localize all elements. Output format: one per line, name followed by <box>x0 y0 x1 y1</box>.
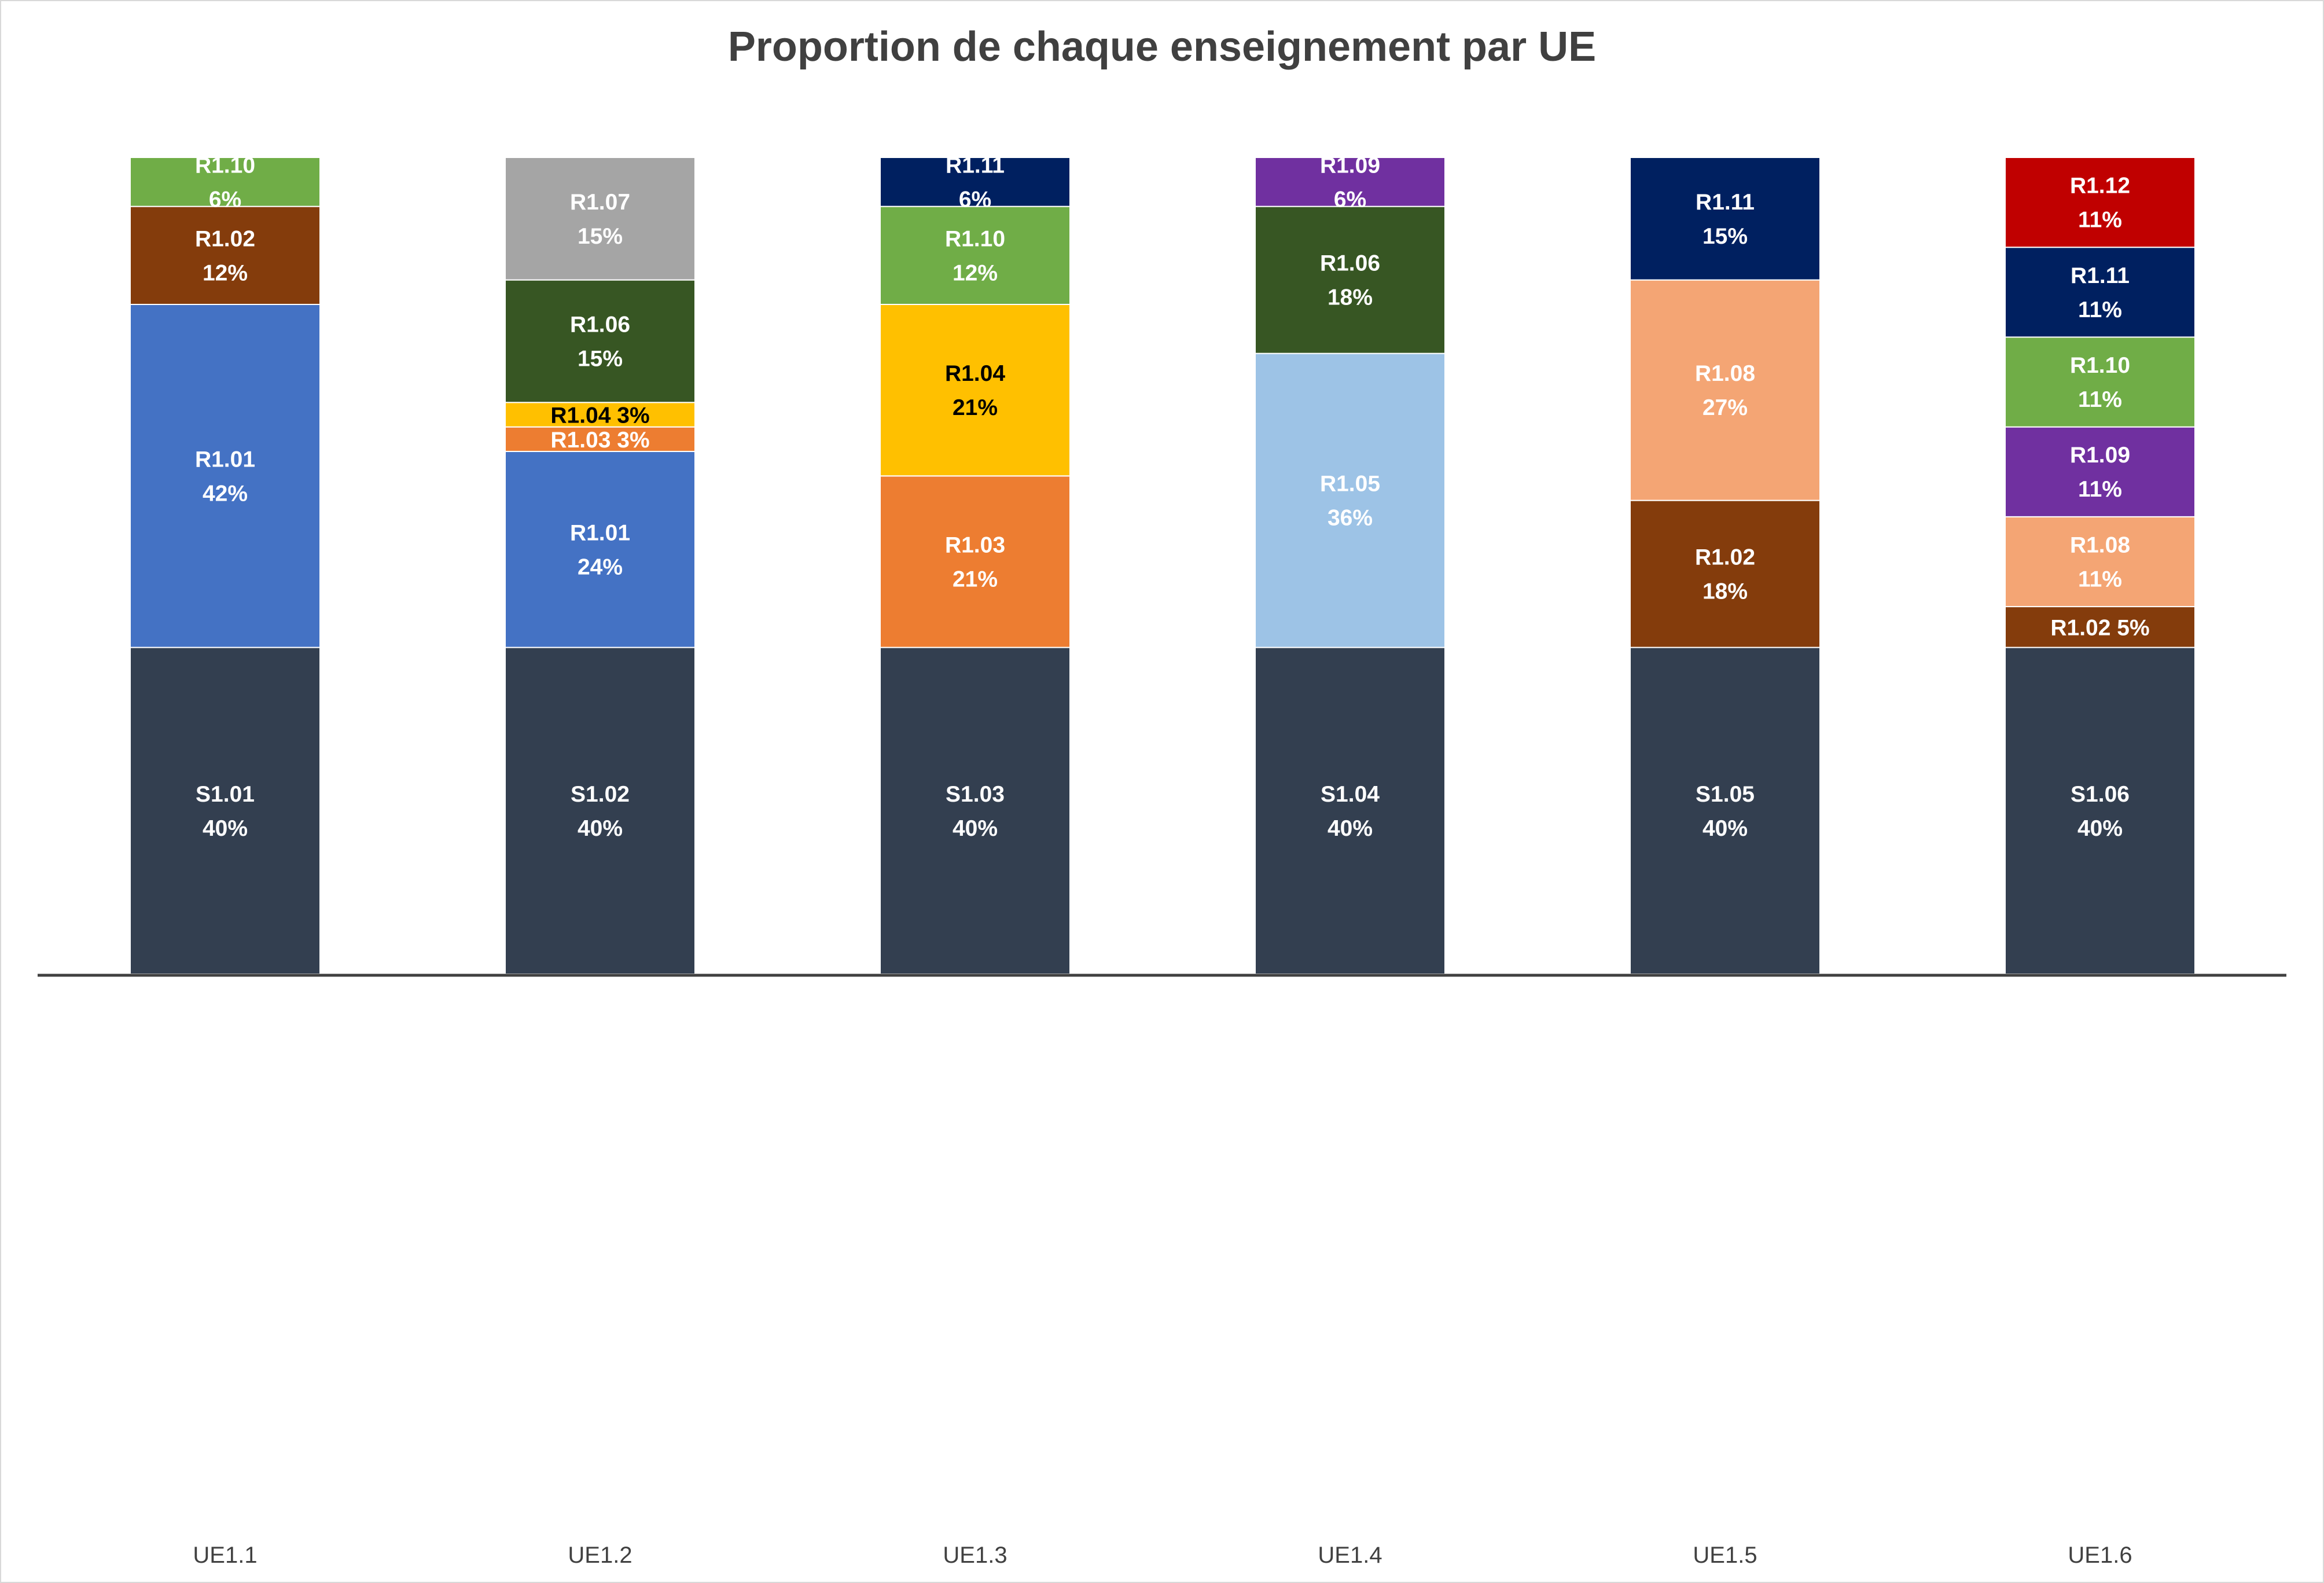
data-label-value-UE1.4-S1.04: 40% <box>1328 816 1373 841</box>
data-label-value-UE1.5-R1.08: 27% <box>1702 395 1748 420</box>
bar-segment-UE1.2-R1.01 <box>505 450 696 648</box>
data-label-value-UE1.1-S1.01: 40% <box>203 816 248 841</box>
x-tick-label-UE1.1: UE1.1 <box>193 1542 257 1568</box>
bar-segment-UE1.6-R1.12 <box>2005 157 2196 248</box>
bar-segment-UE1.2-R1.07 <box>505 157 696 281</box>
data-label-name-UE1.6-R1.10: R1.10 <box>2070 353 2130 378</box>
data-label-name-UE1.2-R1.07: R1.07 <box>570 190 630 215</box>
chart-title: Proportion de chaque enseignement par UE <box>727 24 1597 70</box>
data-label-value-UE1.6-R1.08: 11% <box>2078 567 2122 592</box>
data-label-name-UE1.3-R1.10: R1.10 <box>945 226 1005 251</box>
data-label-name-UE1.4-R1.06: R1.06 <box>1320 251 1380 276</box>
data-label-name-UE1.2-R1.01: R1.01 <box>570 520 630 545</box>
bar-segment-UE1.1-R1.01 <box>130 303 321 648</box>
bar-segment-UE1.2-S1.02 <box>505 647 696 975</box>
bar-segment-UE1.1-R1.10 <box>130 157 321 207</box>
data-label-value-UE1.1-R1.10: 6% <box>209 187 241 212</box>
data-label-value-UE1.3-R1.04: 21% <box>953 395 998 420</box>
bar-segment-UE1.5-R1.11 <box>1630 157 1821 281</box>
data-label-value-UE1.5-R1.02: 18% <box>1702 579 1748 604</box>
data-label-value-UE1.2-R1.06: 15% <box>578 346 623 371</box>
data-label-name-UE1.5-S1.05: S1.05 <box>1696 782 1755 807</box>
data-label-value-UE1.2-S1.02: 40% <box>578 816 623 841</box>
data-label-name-UE1.3-S1.03: S1.03 <box>946 782 1005 807</box>
data-label-value-UE1.6-R1.12: 11% <box>2078 208 2122 233</box>
bar-segment-UE1.6-R1.10 <box>2005 336 2196 428</box>
data-label-name-UE1.1-S1.01: S1.01 <box>196 782 255 807</box>
bar-segment-UE1.4-R1.09 <box>1255 157 1446 207</box>
bar-segment-UE1.3-R1.04 <box>880 303 1071 477</box>
data-label-name-UE1.5-R1.02: R1.02 <box>1695 545 1755 570</box>
data-label-value-UE1.3-R1.11: 6% <box>959 187 991 212</box>
data-label-name-UE1.2-S1.02: S1.02 <box>571 782 630 807</box>
data-label-name-UE1.4-R1.09: R1.09 <box>1320 153 1380 178</box>
data-label-name-UE1.6-R1.12: R1.12 <box>2070 174 2130 199</box>
bar-segment-UE1.3-S1.03 <box>880 647 1071 975</box>
data-label-value-UE1.5-R1.11: 15% <box>1702 224 1748 249</box>
data-label-name-UE1.1-R1.01: R1.01 <box>195 447 255 472</box>
bar-segment-UE1.4-S1.04 <box>1255 647 1446 975</box>
bar-segment-UE1.3-R1.03 <box>880 475 1071 648</box>
data-label-name-UE1.3-R1.04: R1.04 <box>945 361 1005 386</box>
data-label-name-UE1.4-R1.05: R1.05 <box>1320 472 1380 497</box>
x-tick-label-UE1.4: UE1.4 <box>1318 1542 1382 1568</box>
data-label-name-UE1.2-R1.06: R1.06 <box>570 312 630 337</box>
bar-segment-UE1.3-R1.10 <box>880 205 1071 305</box>
data-label-value-UE1.6-R1.10: 11% <box>2078 387 2122 412</box>
bar-segment-UE1.5-S1.05 <box>1630 647 1821 975</box>
x-tick-label-UE1.3: UE1.3 <box>943 1542 1007 1568</box>
bar-segment-UE1.5-R1.02 <box>1630 499 1821 648</box>
data-label-value-UE1.6-R1.09: 11% <box>2078 477 2122 502</box>
bar-segment-UE1.6-S1.06 <box>2005 647 2196 975</box>
data-label-name-UE1.1-R1.02: R1.02 <box>195 226 255 251</box>
data-label-value-UE1.4-R1.06: 18% <box>1328 285 1373 310</box>
data-label-name-UE1.3-R1.11: R1.11 <box>946 153 1005 178</box>
data-label-value-UE1.6-R1.11: 11% <box>2078 297 2122 322</box>
data-label-value-UE1.2-R1.01: 24% <box>578 554 623 579</box>
data-label-value-UE1.6-S1.06: 40% <box>2077 816 2123 841</box>
bar-segment-UE1.5-R1.08 <box>1630 279 1821 501</box>
data-label-value-UE1.5-S1.05: 40% <box>1702 816 1748 841</box>
data-label-UE1.6-R1.02: R1.02 5% <box>2050 615 2149 640</box>
bar-segment-UE1.6-R1.08 <box>2005 516 2196 608</box>
bar-segment-UE1.6-R1.11 <box>2005 247 2196 338</box>
data-label-name-UE1.6-R1.11: R1.11 <box>2071 263 2130 288</box>
bar-segment-UE1.2-R1.06 <box>505 279 696 403</box>
data-label-name-UE1.1-R1.10: R1.10 <box>195 153 255 178</box>
data-label-name-UE1.6-R1.09: R1.09 <box>2070 443 2130 468</box>
bar-segment-UE1.6-R1.09 <box>2005 426 2196 517</box>
data-label-name-UE1.6-S1.06: S1.06 <box>2071 782 2130 807</box>
bar-segment-UE1.1-R1.02 <box>130 205 321 305</box>
bar-segment-UE1.6-R1.02 <box>2005 606 2196 648</box>
x-tick-label-UE1.5: UE1.5 <box>1693 1542 1757 1568</box>
data-label-UE1.2-R1.04: R1.04 3% <box>550 403 649 428</box>
x-tick-label-UE1.6: UE1.6 <box>2068 1542 2132 1568</box>
data-label-value-UE1.3-R1.10: 12% <box>953 260 998 285</box>
data-label-value-UE1.1-R1.02: 12% <box>203 260 248 285</box>
bar-segment-UE1.4-R1.06 <box>1255 205 1446 354</box>
data-label-value-UE1.4-R1.05: 36% <box>1328 506 1373 531</box>
data-label-value-UE1.1-R1.01: 42% <box>203 481 248 506</box>
bar-segment-UE1.1-S1.01 <box>130 647 321 975</box>
data-label-value-UE1.2-R1.07: 15% <box>578 224 623 249</box>
data-label-name-UE1.5-R1.11: R1.11 <box>1696 190 1755 215</box>
data-label-value-UE1.3-R1.03: 21% <box>953 567 998 592</box>
data-label-value-UE1.4-R1.09: 6% <box>1334 187 1366 212</box>
bar-segment-UE1.3-R1.11 <box>880 157 1071 207</box>
data-label-name-UE1.5-R1.08: R1.08 <box>1695 361 1755 386</box>
data-label-name-UE1.3-R1.03: R1.03 <box>945 532 1005 557</box>
data-label-value-UE1.3-S1.03: 40% <box>953 816 998 841</box>
data-label-name-UE1.4-S1.04: S1.04 <box>1321 782 1380 807</box>
bar-segment-UE1.2-R1.03 <box>505 426 696 452</box>
data-label-name-UE1.6-R1.08: R1.08 <box>2070 532 2130 557</box>
data-label-UE1.2-R1.03: R1.03 3% <box>550 428 649 453</box>
x-tick-label-UE1.2: UE1.2 <box>568 1542 632 1568</box>
bar-segment-UE1.2-R1.04 <box>505 402 696 428</box>
bar-segment-UE1.4-R1.05 <box>1255 352 1446 648</box>
